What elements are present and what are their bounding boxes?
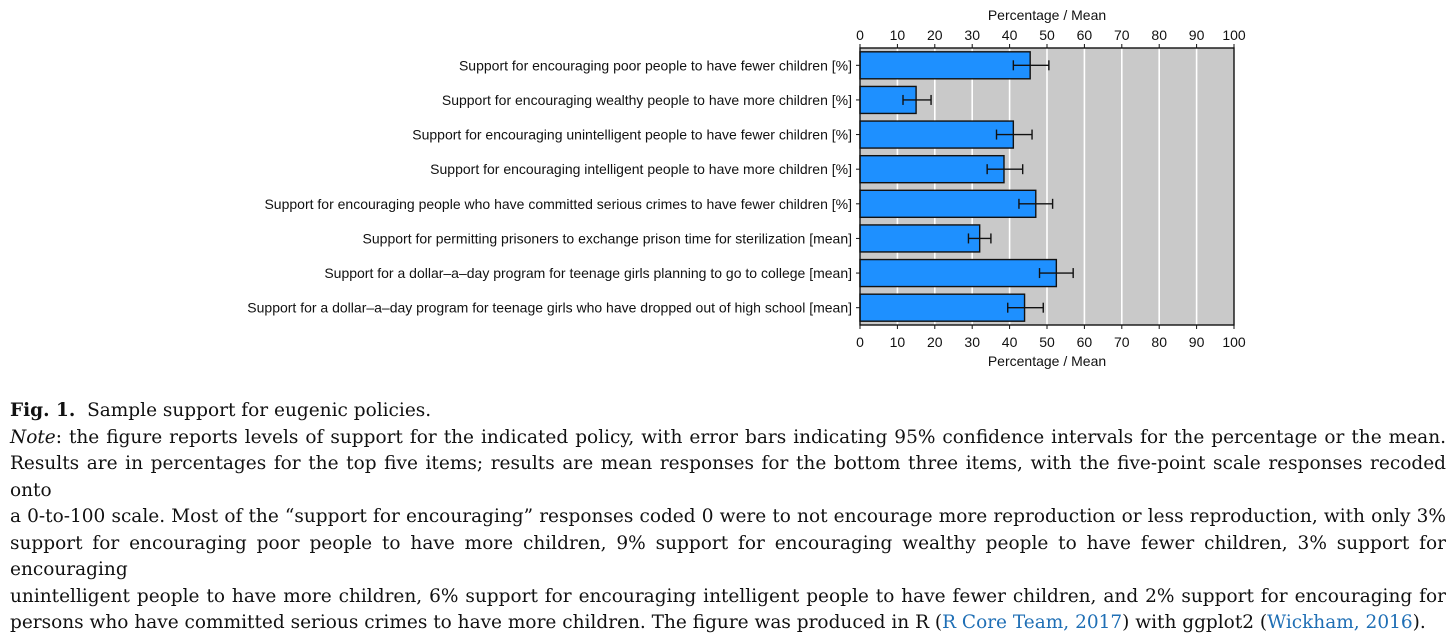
bar-4 bbox=[859, 154, 1005, 184]
category-label-6: Support for permitting prisoners to exch… bbox=[363, 230, 852, 246]
figure-title: Sample support for eugenic policies. bbox=[87, 400, 432, 421]
tick-label-top-100: 100 bbox=[1222, 27, 1246, 43]
tick-label-bottom-10: 10 bbox=[890, 334, 906, 350]
tick-label-top-90: 90 bbox=[1189, 27, 1205, 43]
tick-label-top-0: 0 bbox=[856, 27, 864, 43]
bar-5 bbox=[859, 189, 1037, 219]
tick-label-top-30: 30 bbox=[964, 27, 980, 43]
caption-line-6: persons who have committed serious crime… bbox=[10, 610, 1446, 637]
x-ticks-bottom: 0 10 20 30 40 50 60 70 80 90 100 bbox=[856, 325, 1246, 350]
bar-3 bbox=[859, 120, 1015, 149]
tick-label-bottom-60: 60 bbox=[1077, 334, 1093, 350]
category-label-2: Support for encouraging wealthy people t… bbox=[442, 92, 852, 108]
bar-8 bbox=[859, 293, 1026, 322]
note-label: Note bbox=[10, 426, 56, 448]
tick-label-bottom-70: 70 bbox=[1114, 334, 1130, 350]
category-labels: Support for encouraging poor people to h… bbox=[247, 57, 860, 316]
tick-label-bottom-40: 40 bbox=[1002, 334, 1018, 350]
caption-line-1-text: : the figure reports levels of support f… bbox=[55, 426, 1446, 448]
bars bbox=[859, 51, 1058, 322]
tick-label-top-80: 80 bbox=[1151, 27, 1167, 43]
reference-link-r-core-team[interactable]: R Core Team, 2017 bbox=[942, 612, 1123, 633]
tick-label-bottom-50: 50 bbox=[1039, 334, 1055, 350]
tick-label-top-10: 10 bbox=[890, 27, 906, 43]
category-label-5: Support for encouraging people who have … bbox=[264, 196, 852, 212]
error-bars bbox=[902, 60, 1074, 313]
caption-line-4: support for encouraging poor people to h… bbox=[10, 532, 1446, 581]
category-label-1: Support for encouraging poor people to h… bbox=[459, 57, 852, 73]
figure-caption: Fig. 1. Sample support for eugenic polic… bbox=[10, 398, 1446, 637]
bar-6 bbox=[859, 224, 981, 253]
tick-label-top-70: 70 bbox=[1114, 27, 1130, 43]
figure-label: Fig. 1. bbox=[10, 400, 76, 421]
category-label-3: Support for encouraging unintelligent pe… bbox=[412, 127, 852, 143]
category-label-4: Support for encouraging intelligent peop… bbox=[430, 161, 852, 177]
x-axis-title-bottom: Percentage / Mean bbox=[988, 353, 1106, 369]
caption-title: Fig. 1. Sample support for eugenic polic… bbox=[10, 398, 1446, 425]
caption-line-3: a 0-to-100 scale. Most of the “support f… bbox=[10, 506, 1446, 527]
tick-label-bottom-0: 0 bbox=[856, 334, 864, 350]
category-label-8: Support for a dollar–a–day program for t… bbox=[247, 300, 852, 316]
caption-line-5: unintelligent people to have more childr… bbox=[10, 585, 1446, 607]
tick-label-bottom-30: 30 bbox=[964, 334, 980, 350]
reference-link-wickham[interactable]: Wickham, 2016 bbox=[1267, 612, 1413, 633]
x-axis-title-top: Percentage / Mean bbox=[988, 7, 1106, 23]
bar-1 bbox=[859, 51, 1031, 80]
bar-chart: Percentage / Mean Percentage / Mean 0 10 2… bbox=[247, 7, 1246, 369]
x-ticks-top: 0 10 20 30 40 50 60 70 80 90 100 bbox=[856, 27, 1246, 48]
tick-label-bottom-20: 20 bbox=[927, 334, 943, 350]
tick-label-top-20: 20 bbox=[927, 27, 943, 43]
tick-label-bottom-80: 80 bbox=[1151, 334, 1167, 350]
caption-line-6-mid: ) with ggplot2 ( bbox=[1122, 612, 1268, 633]
tick-label-bottom-90: 90 bbox=[1189, 334, 1205, 350]
tick-label-top-40: 40 bbox=[1002, 27, 1018, 43]
caption-line-6-suffix: ). bbox=[1412, 612, 1426, 633]
bar-7 bbox=[859, 258, 1058, 288]
tick-label-top-50: 50 bbox=[1039, 27, 1055, 43]
tick-label-bottom-100: 100 bbox=[1222, 334, 1246, 350]
caption-line-6-prefix: persons who have committed serious crime… bbox=[10, 612, 943, 633]
tick-label-top-60: 60 bbox=[1077, 27, 1093, 43]
caption-line-2: Results are in percentages for the top f… bbox=[10, 453, 1446, 501]
caption-line-1: Note: the figure reports levels of suppo… bbox=[10, 425, 1446, 452]
category-label-7: Support for a dollar–a–day program for t… bbox=[324, 265, 852, 281]
